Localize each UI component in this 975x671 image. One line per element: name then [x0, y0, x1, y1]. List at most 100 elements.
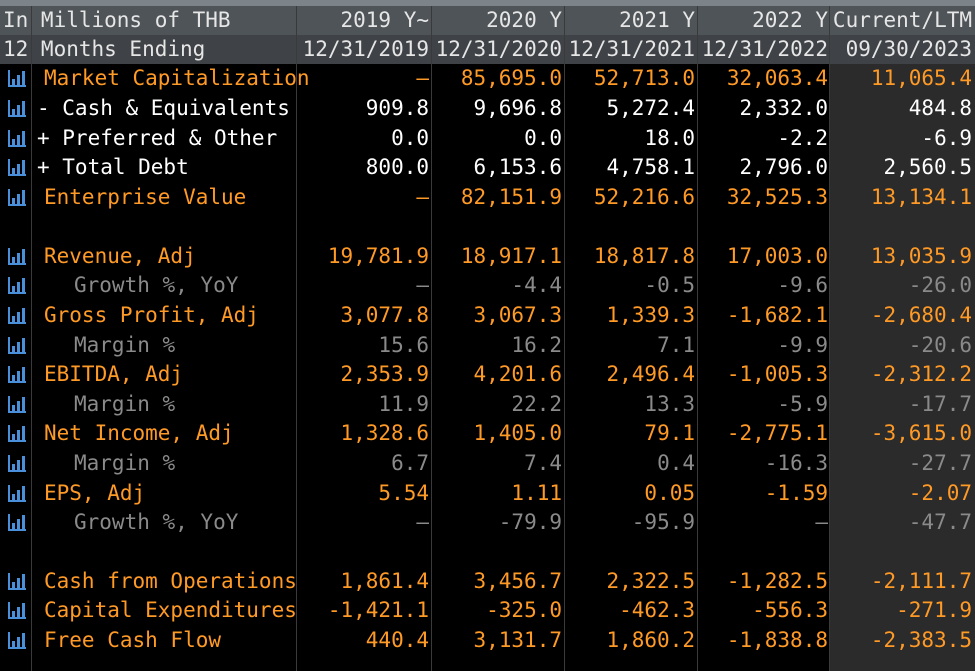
- value-cell[interactable]: 11.9: [378, 392, 429, 416]
- value-cell[interactable]: -47.7: [908, 510, 972, 534]
- value-cell[interactable]: –: [815, 510, 828, 534]
- chart-icon[interactable]: [8, 70, 26, 87]
- table-row[interactable]: EPS, Adj 5.54 1.11 0.05 -1.59 -2.07: [0, 479, 975, 509]
- value-cell[interactable]: 1,328.6: [340, 421, 429, 445]
- value-cell[interactable]: 2,322.5: [606, 569, 695, 593]
- value-cell[interactable]: 4,758.1: [606, 155, 695, 179]
- value-cell[interactable]: -9.6: [777, 273, 828, 297]
- value-cell[interactable]: –: [416, 273, 429, 297]
- value-cell[interactable]: 2,332.0: [739, 96, 828, 120]
- value-cell[interactable]: -556.3: [752, 598, 828, 622]
- value-cell[interactable]: -2,775.1: [726, 421, 828, 445]
- value-cell[interactable]: 2,560.5: [883, 155, 972, 179]
- value-cell[interactable]: -2,111.7: [870, 569, 972, 593]
- value-cell[interactable]: -27.7: [908, 451, 972, 475]
- value-cell[interactable]: 9,696.8: [473, 96, 562, 120]
- chart-icon[interactable]: [8, 277, 26, 294]
- value-cell[interactable]: 1,405.0: [473, 421, 562, 445]
- value-cell[interactable]: 32,525.3: [726, 185, 828, 209]
- value-cell[interactable]: 18,817.8: [593, 244, 695, 268]
- value-cell[interactable]: -1,421.1: [327, 598, 429, 622]
- table-row[interactable]: Growth %, YoY – -4.4 -0.5 -9.6 -26.0: [0, 271, 975, 301]
- value-cell[interactable]: -95.9: [631, 510, 695, 534]
- value-cell[interactable]: 32,063.4: [726, 66, 828, 90]
- value-cell[interactable]: -6.9: [921, 126, 972, 150]
- value-cell[interactable]: 5.54: [378, 481, 429, 505]
- value-cell[interactable]: –: [416, 66, 429, 90]
- chart-icon[interactable]: [8, 425, 26, 442]
- value-cell[interactable]: 440.4: [365, 628, 429, 652]
- table-row[interactable]: Cash from Operations 1,861.4 3,456.7 2,322.…: [0, 567, 975, 597]
- value-cell[interactable]: 1,860.2: [606, 628, 695, 652]
- chart-icon[interactable]: [8, 366, 26, 383]
- column-header-2022[interactable]: 2022 Y: [752, 8, 828, 32]
- column-header-ltm[interactable]: Current/LTM: [832, 8, 972, 32]
- value-cell[interactable]: 19,781.9: [327, 244, 429, 268]
- chart-icon[interactable]: [8, 100, 26, 117]
- chart-icon[interactable]: [8, 602, 26, 619]
- value-cell[interactable]: -325.0: [486, 598, 562, 622]
- table-row[interactable]: - Cash & Equivalents 909.8 9,696.8 5,272.4 2…: [0, 94, 975, 124]
- chart-icon[interactable]: [8, 514, 26, 531]
- value-cell[interactable]: -0.5: [644, 273, 695, 297]
- value-cell[interactable]: 18,917.1: [460, 244, 562, 268]
- value-cell[interactable]: 52,216.6: [593, 185, 695, 209]
- value-cell[interactable]: -271.9: [896, 598, 972, 622]
- value-cell[interactable]: 909.8: [365, 96, 429, 120]
- table-row[interactable]: Market Capitalization – 85,695.0 52,713.0 32…: [0, 64, 975, 94]
- value-cell[interactable]: 52,713.0: [593, 66, 695, 90]
- value-cell[interactable]: 0.0: [391, 126, 429, 150]
- chart-icon[interactable]: [8, 159, 26, 176]
- value-cell[interactable]: -17.7: [908, 392, 972, 416]
- value-cell[interactable]: 13,035.9: [870, 244, 972, 268]
- value-cell[interactable]: 7.1: [657, 333, 695, 357]
- value-cell[interactable]: -2.2: [777, 126, 828, 150]
- chart-icon[interactable]: [8, 632, 26, 649]
- chart-icon[interactable]: [8, 130, 26, 147]
- value-cell[interactable]: 79.1: [644, 421, 695, 445]
- value-cell[interactable]: 6.7: [391, 451, 429, 475]
- value-cell[interactable]: -2,312.2: [870, 362, 972, 386]
- value-cell[interactable]: -1,682.1: [726, 303, 828, 327]
- table-row[interactable]: Margin % 15.6 16.2 7.1 -9.9 -20.6: [0, 331, 975, 361]
- value-cell[interactable]: -462.3: [619, 598, 695, 622]
- value-cell[interactable]: 800.0: [365, 155, 429, 179]
- value-cell[interactable]: 82,151.9: [460, 185, 562, 209]
- table-row[interactable]: Free Cash Flow 440.4 3,131.7 1,860.2 -1,838.…: [0, 626, 975, 656]
- value-cell[interactable]: 85,695.0: [460, 66, 562, 90]
- value-cell[interactable]: 484.8: [908, 96, 972, 120]
- value-cell[interactable]: 5,272.4: [606, 96, 695, 120]
- chart-icon[interactable]: [8, 337, 26, 354]
- chart-icon[interactable]: [8, 189, 26, 206]
- value-cell[interactable]: 0.0: [524, 126, 562, 150]
- table-row[interactable]: Margin % 6.7 7.4 0.4 -16.3 -27.7: [0, 449, 975, 479]
- value-cell[interactable]: -1,282.5: [726, 569, 828, 593]
- chart-icon[interactable]: [8, 307, 26, 324]
- column-header-2021[interactable]: 2021 Y: [619, 8, 695, 32]
- value-cell[interactable]: 3,456.7: [473, 569, 562, 593]
- table-row[interactable]: + Preferred & Other 0.0 0.0 18.0 -2.2 -6.9: [0, 124, 975, 154]
- value-cell[interactable]: 15.6: [378, 333, 429, 357]
- value-cell[interactable]: -1.59: [764, 481, 828, 505]
- table-row[interactable]: Capital Expenditures -1,421.1 -325.0 -462.3…: [0, 596, 975, 626]
- value-cell[interactable]: 4,201.6: [473, 362, 562, 386]
- value-cell[interactable]: -1,838.8: [726, 628, 828, 652]
- value-cell[interactable]: 6,153.6: [473, 155, 562, 179]
- value-cell[interactable]: -20.6: [908, 333, 972, 357]
- table-row[interactable]: Revenue, Adj 19,781.9 18,917.1 18,817.8 17,0…: [0, 242, 975, 272]
- value-cell[interactable]: -2,383.5: [870, 628, 972, 652]
- value-cell[interactable]: 0.4: [657, 451, 695, 475]
- value-cell[interactable]: -9.9: [777, 333, 828, 357]
- table-row[interactable]: Net Income, Adj 1,328.6 1,405.0 79.1 -2,775.…: [0, 419, 975, 449]
- value-cell[interactable]: -16.3: [764, 451, 828, 475]
- value-cell[interactable]: 2,353.9: [340, 362, 429, 386]
- value-cell[interactable]: 3,067.3: [473, 303, 562, 327]
- chart-icon[interactable]: [8, 485, 26, 502]
- value-cell[interactable]: -5.9: [777, 392, 828, 416]
- value-cell[interactable]: 16.2: [511, 333, 562, 357]
- value-cell[interactable]: 0.05: [644, 481, 695, 505]
- value-cell[interactable]: -2,680.4: [870, 303, 972, 327]
- chart-icon[interactable]: [8, 455, 26, 472]
- value-cell[interactable]: 2,796.0: [739, 155, 828, 179]
- table-row[interactable]: + Total Debt 800.0 6,153.6 4,758.1 2,796.0 2,…: [0, 153, 975, 183]
